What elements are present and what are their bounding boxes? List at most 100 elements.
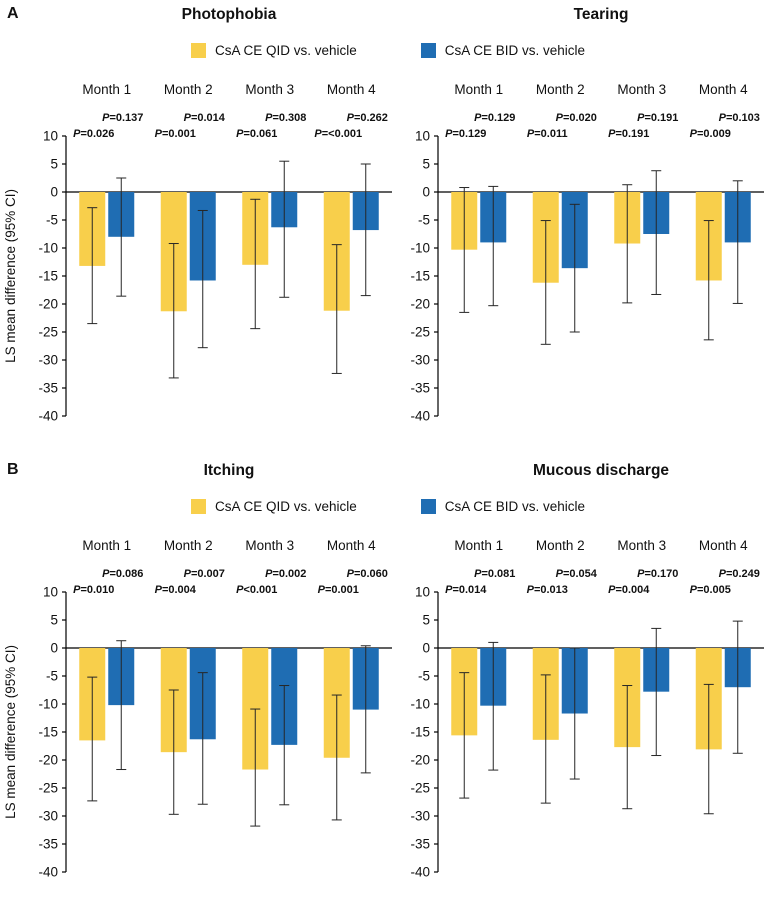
error-bar-bid bbox=[360, 645, 371, 774]
p-value-label: P=0.129 bbox=[474, 112, 515, 124]
error-bar-qid bbox=[87, 207, 98, 325]
month-label: Month 1 bbox=[82, 82, 131, 97]
p-value-label: P=0.249 bbox=[719, 568, 760, 580]
legend-label-qid: CsA CE QID vs. vehicle bbox=[214, 498, 357, 514]
error-bar-qid bbox=[168, 243, 179, 379]
p-value-label: P=0.137 bbox=[102, 112, 143, 124]
y-tick-label: -30 bbox=[410, 809, 430, 824]
p-value-label: P=0.191 bbox=[608, 128, 649, 140]
p-value-label: P=0.086 bbox=[102, 568, 143, 580]
y-tick-label: 5 bbox=[422, 613, 430, 628]
p-value-label: P=0.010 bbox=[73, 584, 114, 596]
chart-title-tearing: Tearing bbox=[573, 6, 629, 23]
error-bar-qid bbox=[703, 220, 714, 341]
y-tick-label: -15 bbox=[38, 269, 58, 284]
y-tick-label: 0 bbox=[422, 641, 430, 656]
p-value-label: P=0.011 bbox=[527, 128, 568, 140]
panel-label-b: B bbox=[7, 461, 19, 478]
error-bar-bid bbox=[197, 209, 208, 349]
month-label: Month 3 bbox=[245, 82, 294, 97]
p-value-label: P=0.081 bbox=[474, 568, 515, 580]
y-tick-label: -25 bbox=[38, 781, 58, 796]
legend-label-bid: CsA CE BID vs. vehicle bbox=[444, 498, 586, 514]
p-value-label: P=0.007 bbox=[184, 568, 225, 580]
legend: CsA CE QID vs. vehicle CsA CE BID vs. ve… bbox=[0, 496, 776, 516]
qid-color-swatch bbox=[190, 498, 206, 514]
p-value-label: P=0.004 bbox=[155, 584, 197, 596]
y-tick-label: -35 bbox=[38, 837, 58, 852]
bid-color-swatch bbox=[420, 498, 436, 514]
p-value-label: P=0.005 bbox=[690, 584, 731, 596]
legend-item-qid: CsA CE QID vs. vehicle bbox=[190, 42, 357, 58]
error-bar-qid bbox=[250, 708, 261, 827]
error-bar-qid bbox=[622, 184, 633, 304]
chart-tearing: Month 1 Month 2 Month 3 Month 4 10 5 0 -5 -10 -15… bbox=[410, 82, 764, 424]
p-value-label: P=0.061 bbox=[236, 128, 277, 140]
y-tick-label: -10 bbox=[38, 697, 58, 712]
chart-title-itching: Itching bbox=[203, 462, 255, 479]
p-value-label: P=0.103 bbox=[719, 112, 760, 124]
month-label: Month 2 bbox=[536, 82, 585, 97]
p-value-label: P=0.020 bbox=[556, 112, 597, 124]
p-value-label: P=0.026 bbox=[73, 128, 114, 140]
y-tick-label: -5 bbox=[418, 669, 430, 684]
error-bar-qid bbox=[87, 676, 98, 802]
y-tick-label: -20 bbox=[38, 753, 58, 768]
p-value-label: P=0.308 bbox=[265, 112, 306, 124]
y-tick-label: -25 bbox=[410, 781, 430, 796]
month-label: Month 4 bbox=[327, 82, 376, 97]
chart-mucous-discharge: Month 1 Month 2 Month 3 Month 4 10 5 0 -5 -10 -15… bbox=[410, 538, 764, 880]
bid-color-swatch bbox=[420, 42, 436, 58]
y-tick-label: -40 bbox=[410, 409, 430, 424]
y-axis-label: LS mean difference (95% CI) bbox=[3, 189, 18, 363]
y-tick-label: -30 bbox=[38, 809, 58, 824]
month-label: Month 1 bbox=[454, 82, 503, 97]
y-tick-label: 5 bbox=[50, 157, 58, 172]
y-tick-label: -10 bbox=[410, 697, 430, 712]
y-tick-label: -15 bbox=[410, 269, 430, 284]
error-bar-bid bbox=[116, 640, 127, 771]
y-tick-label: 5 bbox=[50, 613, 58, 628]
legend-item-qid: CsA CE QID vs. vehicle bbox=[190, 498, 357, 514]
y-tick-label: 0 bbox=[50, 185, 58, 200]
month-label: Month 2 bbox=[164, 538, 213, 553]
p-value-label: P=0.170 bbox=[637, 568, 678, 580]
p-value-label: P=0.054 bbox=[556, 568, 598, 580]
y-tick-label: -40 bbox=[38, 865, 58, 880]
p-value-label: P=0.013 bbox=[527, 584, 568, 596]
legend-label-bid: CsA CE BID vs. vehicle bbox=[444, 42, 586, 58]
y-tick-label: -20 bbox=[410, 297, 430, 312]
error-bar-bid bbox=[732, 620, 743, 754]
chart-title-mucous-discharge: Mucous discharge bbox=[532, 462, 670, 479]
panel-A: A Photophobia Tearing CsA CE QID vs. veh… bbox=[3, 5, 764, 424]
error-bar-bid bbox=[279, 685, 290, 806]
y-tick-label: -35 bbox=[410, 837, 430, 852]
error-bar-qid bbox=[331, 694, 342, 821]
y-tick-label: -15 bbox=[410, 725, 430, 740]
p-value-label: P=0.002 bbox=[265, 568, 306, 580]
error-bar-bid bbox=[116, 177, 127, 297]
y-tick-label: -25 bbox=[38, 325, 58, 340]
error-bar-bid bbox=[569, 647, 580, 780]
title-row: Itching Mucous discharge bbox=[0, 456, 776, 482]
month-label: Month 4 bbox=[699, 82, 748, 97]
y-tick-label: -20 bbox=[410, 753, 430, 768]
error-bar-qid bbox=[459, 672, 470, 799]
y-tick-label: -5 bbox=[46, 669, 58, 684]
error-bar-qid bbox=[250, 198, 261, 330]
p-value-label: P=0.001 bbox=[318, 584, 359, 596]
month-label: Month 2 bbox=[164, 82, 213, 97]
error-bar-qid bbox=[622, 685, 633, 810]
qid-color-swatch bbox=[190, 42, 206, 58]
legend-label-qid: CsA CE QID vs. vehicle bbox=[214, 42, 357, 58]
error-bar-bid bbox=[651, 627, 662, 757]
p-value-label: P=0.191 bbox=[637, 112, 678, 124]
panel-label-a: A bbox=[7, 5, 19, 22]
p-value-label: P=0.129 bbox=[445, 128, 486, 140]
y-tick-label: -25 bbox=[410, 325, 430, 340]
y-tick-label: -5 bbox=[46, 213, 58, 228]
error-bar-qid bbox=[540, 674, 551, 804]
y-tick-label: 5 bbox=[422, 157, 430, 172]
month-label: Month 1 bbox=[454, 538, 503, 553]
y-tick-label: -10 bbox=[38, 241, 58, 256]
